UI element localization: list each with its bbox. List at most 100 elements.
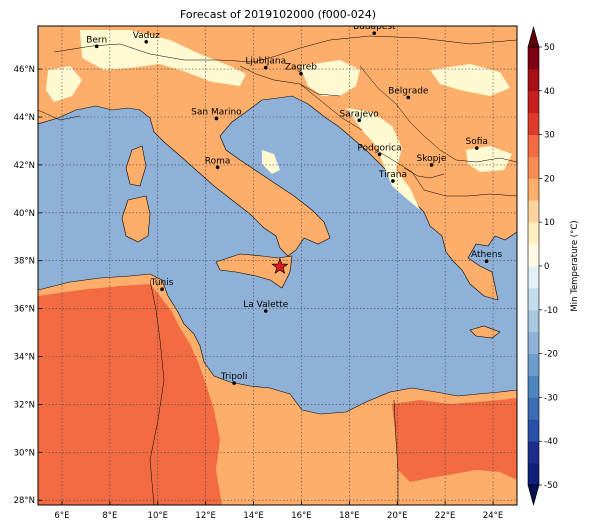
city-budapest: Budapest — [353, 22, 396, 35]
colorbar-tick-label: 20 — [544, 174, 555, 184]
colorbar-bin — [528, 353, 539, 376]
city-sarajevo: Sarajevo — [340, 109, 379, 123]
europe-land — [38, 26, 517, 301]
city-dot — [484, 259, 489, 263]
colorbar-tick-label: -10 — [544, 306, 558, 316]
city-label: Sofia — [466, 137, 488, 147]
sicily — [215, 253, 293, 289]
city-dot — [391, 179, 395, 183]
colorbar-under-arrow — [527, 484, 540, 507]
city-label: Vaduz — [133, 31, 160, 41]
lon-tick-label: 14°E — [243, 511, 263, 521]
lat-tick-label: 38°N — [14, 257, 35, 267]
city-label: San Marino — [191, 107, 242, 117]
city-label: Tirana — [378, 170, 407, 180]
colorbar-tick-label: 30 — [544, 131, 555, 141]
city-label: Roma — [205, 156, 231, 166]
city-zagreb: Zagreb — [285, 63, 317, 76]
city-podgorica: Podgorica — [357, 143, 402, 157]
city-san-marino: San Marino — [191, 107, 242, 121]
colorbar: -50 -40 -30 -20 -10 0 10 20 30 40 50 — [527, 25, 558, 507]
corsica — [125, 145, 147, 187]
colorbar-tick-label: -30 — [544, 393, 558, 403]
colorbar-bin — [528, 309, 539, 333]
city-dot — [474, 146, 479, 150]
city-tirana: Tirana — [378, 170, 407, 183]
colorbar-bin — [528, 331, 539, 354]
lat-tick-label: 28°N — [14, 496, 35, 506]
map-frame — [37, 25, 518, 506]
colorbar-tick-label: 40 — [544, 87, 555, 97]
africa-warm-band — [38, 284, 222, 505]
colorbar-bin — [528, 419, 539, 442]
alps-cool-patch-west — [46, 66, 82, 102]
city-dot — [160, 287, 164, 292]
figure-title: Forecast of 2019102000 (f000-024) — [180, 8, 376, 21]
colorbar-bin — [528, 112, 539, 135]
lon-tick-label: 8°E — [102, 511, 117, 521]
city-label: Belgrade — [388, 86, 429, 96]
colorbar-tick-label: 50 — [544, 43, 555, 53]
city-dot — [377, 152, 382, 157]
colorbar-bin — [528, 222, 539, 245]
lat-tick-label: 44°N — [14, 113, 35, 123]
graticule — [38, 26, 517, 505]
city-label: Ljubljana — [245, 57, 286, 67]
colorbar-tick-label: 0 — [544, 262, 549, 272]
city-dot — [144, 40, 149, 44]
city-dot — [372, 31, 377, 35]
colorbar-tick-label: -40 — [544, 437, 558, 447]
city-bern: Bern — [86, 35, 107, 49]
city-label: La Valette — [243, 300, 288, 310]
africa-warm-band-east — [392, 398, 517, 482]
city-skopje: Skopje — [417, 154, 447, 167]
city-belgrade: Belgrade — [388, 86, 429, 100]
city-dot — [214, 116, 219, 121]
carpathian-cool-patch — [430, 64, 510, 96]
lon-tick-label: 16°E — [291, 511, 311, 521]
city-label: Budapest — [353, 22, 396, 32]
lat-tick-label: 34°N — [14, 353, 35, 363]
lon-tick-label: 22°E — [435, 511, 455, 521]
city-athens: Athens — [471, 250, 502, 263]
city-label: Athens — [471, 250, 502, 260]
city-sofia: Sofia — [466, 137, 488, 150]
colorbar-bin — [528, 244, 539, 267]
colorbar-tick-label: -50 — [544, 481, 558, 491]
city-dot — [215, 165, 220, 170]
city-roma: Roma — [205, 156, 231, 170]
alps-cool-patch — [80, 30, 246, 86]
city-label: Zagreb — [285, 63, 317, 73]
lat-tick-label: 42°N — [14, 161, 35, 171]
lon-tick-label: 24°E — [483, 511, 503, 521]
lon-tick-label: 10°E — [148, 511, 168, 521]
balkans-cool-patch-2 — [346, 108, 420, 210]
colorbar-bin — [528, 397, 539, 420]
city-label: Tripoli — [220, 372, 248, 382]
colorbar-over-arrow — [527, 25, 540, 48]
colorbar-bin — [528, 375, 539, 398]
lat-tick-label: 32°N — [14, 400, 35, 410]
star-icon — [271, 257, 289, 275]
colorbar-bin — [528, 441, 539, 464]
colorbar-bin — [528, 90, 539, 114]
lon-tick-label: 20°E — [387, 511, 407, 521]
colorbar-bin — [528, 134, 539, 157]
city-la-valette: La Valette — [243, 300, 289, 313]
lat-tick-label: 46°N — [14, 65, 35, 75]
city-label: Skopje — [417, 154, 447, 164]
latitude-axis: 28°N 30°N 32°N 34°N 36°N 38°N 40°N 42°N 44°N 46°N — [14, 65, 42, 506]
colorbar-bin — [528, 178, 539, 201]
city-dot — [299, 71, 303, 76]
lat-tick-label: 40°N — [14, 209, 35, 219]
lon-tick-label: 6°E — [54, 511, 69, 521]
lat-tick-label: 30°N — [14, 448, 35, 458]
city-dot — [94, 44, 99, 49]
apennine-cool-patch — [262, 150, 280, 174]
colorbar-bin — [528, 200, 539, 223]
lon-tick-label: 12°E — [195, 511, 215, 521]
crete — [469, 325, 501, 339]
city-label: Bern — [86, 35, 107, 45]
